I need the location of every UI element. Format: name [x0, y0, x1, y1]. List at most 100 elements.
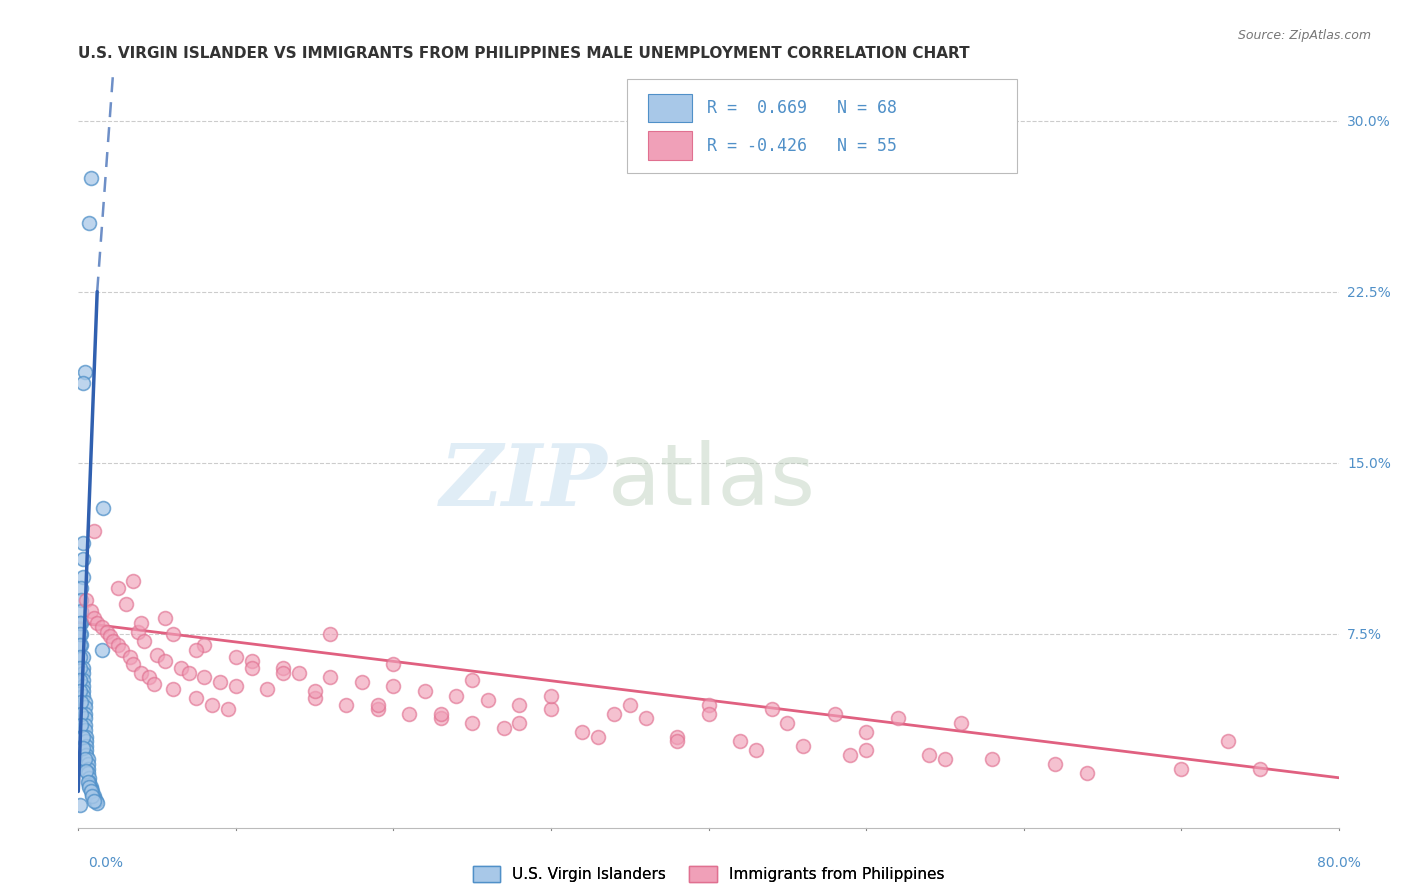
Point — [82, 784, 104, 798]
Point — [256, 681, 278, 696]
Point — [217, 702, 239, 716]
Point — [304, 684, 326, 698]
Point — [79, 780, 101, 794]
Point — [461, 716, 484, 731]
Point — [981, 752, 1004, 766]
Point — [170, 661, 193, 675]
Text: atlas: atlas — [607, 440, 815, 523]
Point — [839, 747, 862, 762]
Point — [697, 698, 720, 712]
Point — [186, 690, 208, 705]
Point — [367, 702, 389, 716]
Point — [129, 615, 152, 630]
Point — [162, 627, 184, 641]
Point — [619, 698, 641, 712]
Point — [508, 716, 530, 731]
Point — [142, 677, 165, 691]
Point — [382, 657, 405, 671]
Point — [508, 698, 530, 712]
Point — [69, 615, 91, 630]
Point — [162, 681, 184, 696]
Point — [76, 766, 98, 780]
Point — [146, 648, 169, 662]
Text: 0.0%: 0.0% — [89, 856, 122, 871]
Point — [79, 216, 101, 230]
Point — [114, 597, 136, 611]
Point — [73, 711, 96, 725]
Point — [72, 535, 94, 549]
Point — [288, 665, 311, 680]
Point — [70, 627, 93, 641]
Point — [82, 787, 104, 801]
Point — [80, 782, 103, 797]
Point — [429, 706, 451, 721]
Point — [304, 690, 326, 705]
Point — [1249, 762, 1271, 776]
Point — [138, 670, 160, 684]
Point — [72, 673, 94, 687]
Point — [70, 592, 93, 607]
Point — [69, 639, 91, 653]
Point — [79, 771, 101, 785]
Point — [83, 789, 105, 803]
Point — [98, 629, 121, 643]
Point — [80, 784, 103, 798]
Point — [761, 702, 783, 716]
Point — [86, 615, 108, 630]
Point — [101, 633, 124, 648]
Point — [69, 798, 91, 813]
Point — [367, 698, 389, 712]
Point — [72, 730, 94, 744]
Point — [73, 752, 96, 766]
Point — [69, 684, 91, 698]
Point — [571, 725, 593, 739]
Point — [193, 639, 215, 653]
Point — [72, 684, 94, 698]
FancyBboxPatch shape — [648, 94, 692, 122]
Point — [70, 582, 93, 596]
Point — [80, 780, 103, 794]
Point — [240, 654, 263, 668]
Point — [634, 711, 657, 725]
Point — [70, 695, 93, 709]
Point — [603, 706, 626, 721]
Point — [193, 670, 215, 684]
Point — [80, 170, 103, 185]
Point — [127, 624, 149, 639]
Point — [75, 734, 97, 748]
Point — [83, 793, 105, 807]
Point — [335, 698, 357, 712]
Text: U.S. VIRGIN ISLANDER VS IMMIGRANTS FROM PHILIPPINES MALE UNEMPLOYMENT CORRELATIO: U.S. VIRGIN ISLANDER VS IMMIGRANTS FROM … — [79, 46, 970, 62]
Point — [107, 582, 129, 596]
Point — [79, 775, 101, 789]
Point — [83, 524, 105, 539]
Point — [122, 657, 145, 671]
Point — [153, 611, 176, 625]
Point — [70, 604, 93, 618]
Point — [76, 757, 98, 772]
Point — [72, 665, 94, 680]
Text: R =  0.669   N = 68: R = 0.669 N = 68 — [707, 99, 897, 117]
Point — [540, 702, 562, 716]
Point — [1170, 762, 1192, 776]
Point — [70, 615, 93, 630]
Point — [477, 693, 499, 707]
FancyBboxPatch shape — [627, 78, 1018, 173]
Point — [86, 796, 108, 810]
Point — [73, 718, 96, 732]
Point — [177, 665, 200, 680]
Point — [69, 649, 91, 664]
Point — [319, 670, 342, 684]
Point — [666, 734, 689, 748]
Point — [73, 700, 96, 714]
Point — [79, 778, 101, 792]
Point — [855, 743, 877, 757]
Point — [1043, 757, 1066, 772]
Point — [745, 743, 768, 757]
Point — [69, 661, 91, 675]
Point — [446, 689, 468, 703]
Point — [72, 570, 94, 584]
Point — [461, 673, 484, 687]
Point — [73, 723, 96, 737]
Point — [76, 752, 98, 766]
